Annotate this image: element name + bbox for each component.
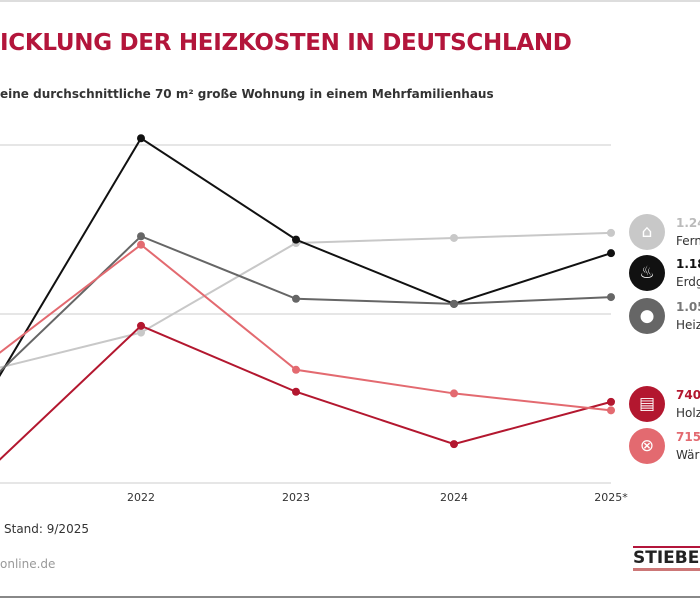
series-line-fern	[0, 231, 612, 369]
data-point-erdgas	[607, 249, 615, 258]
legend-item-holz: 740 € Holz	[676, 386, 700, 422]
data-point-holz	[137, 321, 145, 330]
data-point-waermepumpe	[137, 240, 145, 249]
legend-item-heizoel: 1.05 Heiz	[676, 298, 700, 334]
data-point-heizoel	[450, 299, 458, 308]
data-point-waermepumpe	[292, 365, 300, 374]
legend-item-erdgas: 1.18 Erdg	[676, 255, 700, 291]
data-point-holz	[292, 387, 300, 396]
x-tick-label: 2022	[127, 491, 155, 504]
legend-value: 1.24	[676, 216, 700, 230]
series-line-heizoel	[0, 235, 612, 373]
legend-item-fern: 1.24 Fern	[676, 214, 700, 250]
data-point-fern	[137, 328, 145, 337]
data-point-holz	[450, 440, 458, 449]
legend-label: Holz	[676, 406, 700, 420]
data-point-fern	[450, 233, 458, 242]
oil-drop-icon: ●	[629, 298, 665, 334]
legend-label: Heiz	[676, 318, 700, 332]
gas-flame-icon: ♨	[629, 255, 665, 291]
wood-pellets-icon: ▤	[629, 386, 665, 422]
chart-title: ICKLUNG DER HEIZKOSTEN IN DEUTSCHLAND	[0, 30, 572, 56]
data-point-heizoel	[137, 232, 145, 241]
data-point-fern	[607, 228, 615, 237]
legend-value: 740 €	[676, 388, 700, 402]
legend-label: Wär	[676, 448, 700, 462]
chart-subtitle: eine durchschnittliche 70 m² große Wohnu…	[0, 87, 494, 101]
source-link[interactable]: online.de	[0, 557, 56, 571]
legend-label: Fern	[676, 234, 700, 248]
legend-item-waermepumpe: 715 € Wär	[676, 428, 700, 464]
legend-value: 1.05	[676, 300, 700, 314]
legend-label: Erdg	[676, 275, 700, 289]
legend-value: 715 €	[676, 430, 700, 444]
x-tick-label: 2023	[282, 491, 310, 504]
legend-value: 1.18	[676, 257, 700, 271]
data-point-heizoel	[607, 293, 615, 302]
data-point-heizoel	[292, 294, 300, 303]
data-status: Stand: 9/2025	[4, 522, 89, 536]
data-point-waermepumpe	[607, 406, 615, 415]
data-point-waermepumpe	[450, 389, 458, 398]
data-point-erdgas	[292, 235, 300, 244]
heat-pump-icon: ⊗	[629, 428, 665, 464]
data-point-erdgas	[137, 134, 145, 143]
stiebel-logo: STIEBEL	[633, 546, 700, 571]
series-line-waermepumpe	[0, 243, 612, 412]
series-line-erdgas	[0, 136, 612, 377]
data-point-holz	[607, 397, 615, 406]
district-heating-icon: ⌂	[629, 214, 665, 250]
x-tick-label: 2025*	[594, 491, 628, 504]
x-tick-label: 2024	[440, 491, 468, 504]
